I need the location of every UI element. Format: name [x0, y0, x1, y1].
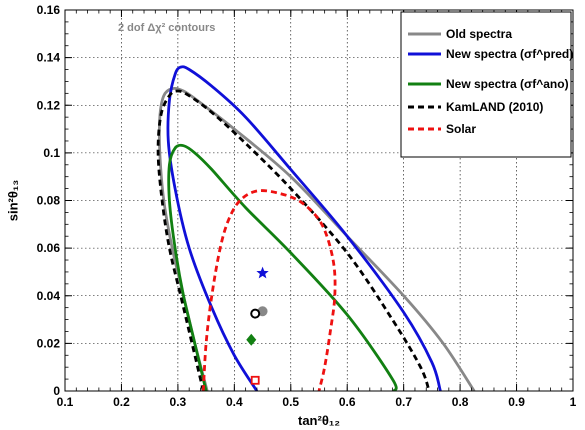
y-tick-label: 0.06 [37, 241, 61, 255]
x-tick-label: 0.4 [226, 395, 243, 409]
x-tick-label: 0.7 [395, 395, 412, 409]
x-tick-label: 0.5 [282, 395, 299, 409]
x-axis-title: tan²θ₁₂ [298, 413, 340, 428]
series-line-solar [201, 189, 337, 391]
legend-label-kamland-2010: KamLAND (2010) [446, 100, 543, 114]
series-line-new-spectra-f-pred [166, 65, 442, 391]
y-axis-title: sin²θ₁₃ [5, 180, 20, 222]
x-tick-label: 0.8 [452, 395, 469, 409]
best-fit-star-marker [256, 266, 269, 279]
legend-label-new-spectra-f-pred: New spectra (σf^pred) [446, 47, 573, 61]
x-tick-labels: 0.1 0.2 0.3 0.4 0.5 0.6 0.7 0.8 0.9 1 [57, 395, 577, 409]
series-line-old-spectra [157, 86, 476, 391]
best-fit-open-square-marker [250, 375, 260, 385]
x-tick-label: 0.6 [339, 395, 356, 409]
x-tick-label: 1 [570, 395, 577, 409]
chart-annotation: 2 dof Δχ² contours [118, 22, 215, 34]
series-line-new-spectra-f-ano [167, 143, 398, 391]
x-tick-label: 0.1 [57, 395, 74, 409]
best-fit-markers [246, 266, 269, 385]
y-tick-label: 0 [53, 384, 60, 398]
best-fit-open-circle-marker [250, 308, 261, 319]
legend-label-old-spectra: Old spectra [446, 27, 512, 41]
y-tick-label: 0.14 [37, 51, 61, 65]
contour-lines [156, 65, 476, 391]
y-tick-label: 0.04 [37, 289, 61, 303]
y-tick-labels: 0 0.02 0.04 0.06 0.08 0.1 0.12 0.14 0.16 [37, 3, 61, 398]
legend-label-new-spectra-f-ano: New spectra (σf^ano) [446, 77, 569, 91]
x-tick-label: 0.3 [170, 395, 187, 409]
x-tick-label: 0.2 [113, 395, 130, 409]
legend-label-solar: Solar [446, 122, 476, 136]
y-tick-label: 0.02 [37, 336, 61, 350]
y-tick-label: 0.12 [37, 98, 61, 112]
series-line-kamland-2010 [156, 89, 431, 391]
y-tick-label: 0.16 [37, 3, 61, 17]
x-tick-label: 0.9 [508, 395, 525, 409]
y-tick-label: 0.08 [37, 194, 61, 208]
best-fit-diamond-marker [246, 333, 257, 346]
legend: Old spectra New spectra (σf^pred) New spec… [400, 11, 573, 158]
y-tick-label: 0.1 [43, 146, 60, 160]
